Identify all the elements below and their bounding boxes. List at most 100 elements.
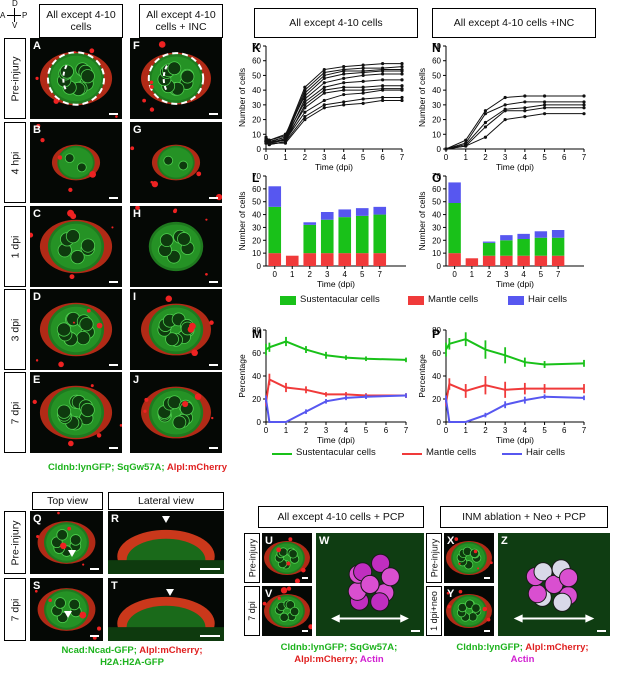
y-axis-label-k: Number of cells <box>237 68 247 127</box>
header-chart-right: All except 4-10 cells +INC <box>432 8 596 38</box>
panel-letter-y: Y <box>447 588 455 600</box>
bar-segment-l <box>373 214 387 254</box>
scale-bar <box>109 197 118 199</box>
scale-bar <box>411 630 420 632</box>
bar-segment-l <box>338 253 352 266</box>
micrograph-image <box>316 533 424 636</box>
y-tick-label-k: 20 <box>252 116 261 125</box>
chart-p: 0 20 40 60 80 0 1 2 3 4 5 6 7 Time (dpi) Percentage P <box>417 326 587 445</box>
y-tick-label-k: 50 <box>252 71 261 80</box>
row-label-7dpi: 7 dpi <box>4 372 26 453</box>
x-tick-label-m: 5 <box>364 426 369 435</box>
x-tick-label-o: 3 <box>504 270 509 279</box>
data-point-n <box>464 138 468 142</box>
panel-letter-u: U <box>265 535 273 547</box>
data-point-k <box>303 115 307 119</box>
bar-segment-o <box>500 235 513 241</box>
data-point-k <box>303 117 307 122</box>
data-point-k <box>361 70 365 75</box>
micrograph-image <box>30 578 103 641</box>
x-tick-label-l: 5 <box>360 270 365 279</box>
micrograph-image <box>130 38 222 119</box>
legend-swatch-sust <box>280 296 296 305</box>
bar-segment-l <box>338 209 352 218</box>
y-tick-label-n: 50 <box>432 71 441 80</box>
scale-bar <box>109 113 118 115</box>
orient-v: V <box>12 21 18 30</box>
bar-segment-o <box>534 231 548 238</box>
legend-label-sust: Sustentacular cells <box>300 294 380 305</box>
data-point-k <box>342 65 346 69</box>
bar-segment-l <box>268 206 282 254</box>
header-top-view: Top view <box>32 492 103 510</box>
data-point-k <box>361 66 365 70</box>
bar-legend: Sustentacular cells Mantle cells Hair ce… <box>280 294 600 308</box>
bar-segment-o <box>517 233 530 239</box>
micrograph-w: W <box>316 533 424 636</box>
data-point-k <box>342 85 346 89</box>
x-tick-label-o: 4 <box>521 270 526 279</box>
data-point-k <box>322 88 326 92</box>
micrograph-z: Z <box>498 533 610 636</box>
y-tick-label-k: 70 <box>252 42 261 51</box>
series-line-m <box>265 377 406 403</box>
data-point-k <box>380 84 385 88</box>
data-point-k <box>342 69 346 73</box>
bar-segment-o <box>551 237 565 256</box>
data-point-k <box>400 69 404 73</box>
data-point-n <box>542 100 547 104</box>
data-point-k <box>361 88 365 92</box>
scale-bar <box>209 447 218 449</box>
x-tick-label-m: 1 <box>284 426 289 435</box>
chart-letter-k: K <box>252 41 261 55</box>
x-tick-label-o: 1 <box>470 270 475 279</box>
data-point-k <box>322 103 326 107</box>
data-point-k <box>400 78 404 82</box>
row-label-u-pre: Pre-injury <box>244 533 260 583</box>
chart-letter-p: P <box>432 327 440 341</box>
bar-segment-o <box>465 258 479 266</box>
panel-letter-i: I <box>133 291 137 303</box>
row-label-q-pre: Pre-injury <box>4 511 26 574</box>
data-point-k <box>264 140 268 144</box>
x-tick-label-l: 1 <box>290 270 295 279</box>
legend-line-label-sust: Sustentacular cells <box>296 447 376 458</box>
data-point-n <box>483 125 488 129</box>
data-point-k <box>380 88 385 92</box>
data-point-k <box>400 95 404 100</box>
y-tick-label-o: 40 <box>432 211 441 220</box>
x-tick-label-p: 3 <box>503 426 508 435</box>
header-col1: All except 4-10 cells <box>39 4 123 38</box>
y-tick-label-p: 20 <box>432 395 441 404</box>
row-label-v-7dpi: 7 dpi <box>244 586 260 636</box>
micrograph-image <box>130 372 222 453</box>
data-point-n <box>464 144 468 148</box>
data-point-k <box>361 97 365 101</box>
y-tick-label-n: 0 <box>437 145 442 154</box>
data-point-k <box>303 100 307 104</box>
data-point-k <box>361 79 365 83</box>
y-tick-label-n: 10 <box>432 130 441 139</box>
x-tick-label-n: 3 <box>503 153 508 162</box>
micrograph-s: S <box>30 578 103 641</box>
bar-segment-o <box>534 237 548 256</box>
panel-letter-s: S <box>33 580 41 592</box>
bar-segment-l <box>355 215 369 254</box>
bar-segment-o <box>448 203 461 254</box>
micrograph-image <box>30 206 122 287</box>
y-tick-label-l: 50 <box>252 198 261 207</box>
row-label-4hpi: 4 hpi <box>4 122 26 203</box>
chart-letter-l: L <box>252 171 259 185</box>
bar-segment-l <box>268 253 282 266</box>
data-point-k <box>322 70 326 75</box>
panel-letter-a: A <box>33 40 41 52</box>
bar-segment-o <box>551 255 565 266</box>
scale-bar <box>200 568 220 570</box>
data-point-k <box>380 95 385 100</box>
data-point-k <box>322 85 326 89</box>
data-point-k <box>303 103 307 107</box>
data-point-k <box>264 135 268 139</box>
data-point-k <box>342 88 346 92</box>
micrograph-v: V <box>262 586 312 636</box>
row-label-3dpi: 3 dpi <box>4 289 26 370</box>
